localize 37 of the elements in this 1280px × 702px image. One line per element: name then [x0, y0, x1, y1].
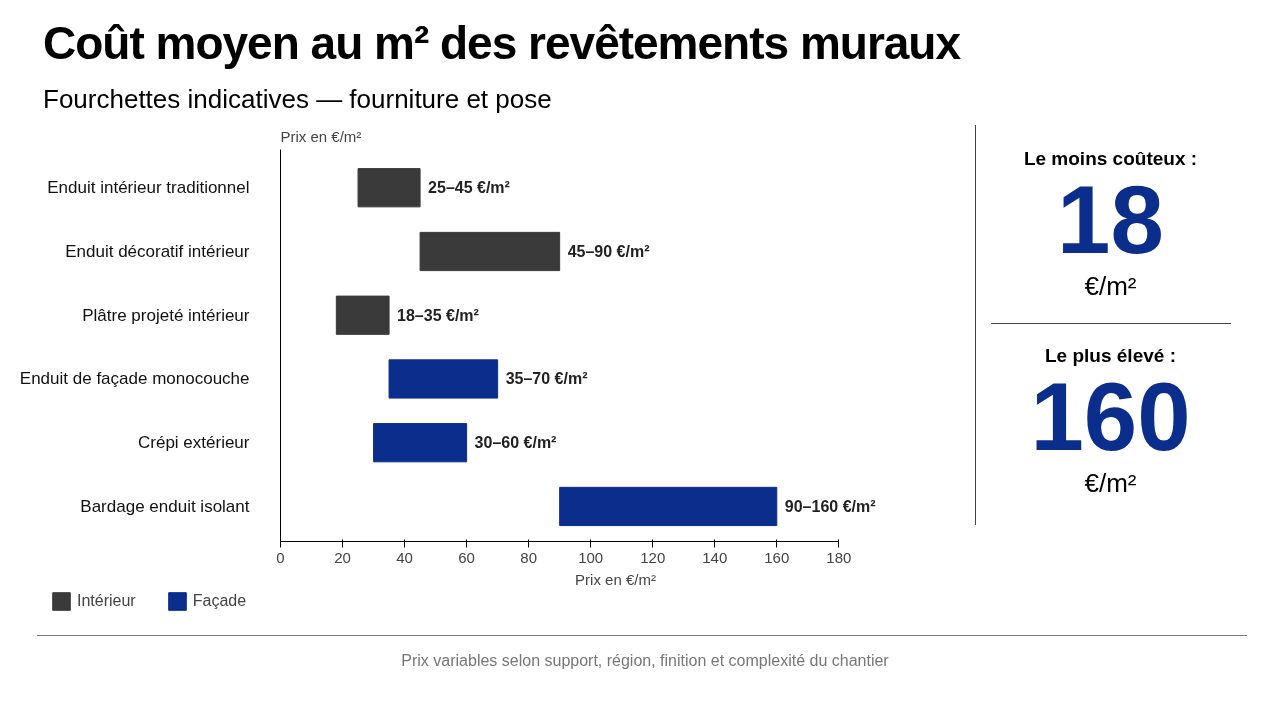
text: Prix variables selon support, région, finition et complexité du chantier — [400, 651, 890, 671]
data-label: 30–60 €/m² — [474, 434, 557, 452]
bar — [419, 231, 561, 272]
text: Le plus élevé : — [1044, 344, 1177, 369]
bar — [357, 168, 421, 208]
y-tick-label: Plâtre projeté intérieur — [82, 305, 250, 325]
x-tick-label: 100 — [578, 548, 604, 566]
x-tick-label: 0 — [276, 548, 285, 566]
text: Prix en €/m² — [280, 127, 362, 145]
text: €/m² — [1083, 467, 1138, 501]
y-tick-label: Crépi extérieur — [138, 433, 250, 453]
x-tick-label: 160 — [764, 548, 790, 566]
x-tick-label: 40 — [396, 548, 413, 566]
x-tick-label: 180 — [826, 548, 852, 566]
bar — [559, 486, 778, 527]
bar — [335, 295, 390, 335]
bar — [373, 423, 468, 463]
x-tick-label: 140 — [702, 548, 728, 566]
y-tick-label: Enduit de façade monocouche — [19, 369, 250, 389]
y-tick-label: Enduit intérieur traditionnel — [47, 178, 250, 198]
x-tick-label: 120 — [640, 548, 666, 566]
x-tick-label: 80 — [520, 548, 537, 566]
data-label: 18–35 €/m² — [397, 306, 479, 324]
y-tick-label: Bardage enduit isolant — [80, 496, 250, 516]
data-label: 25–45 €/m² — [428, 179, 510, 197]
data-label: 90–160 €/m² — [784, 497, 876, 515]
x-axis-title: Prix en €/m² — [575, 570, 656, 588]
chart-subtitle: Fourchettes indicatives — fourniture et pose — [43, 82, 553, 116]
chart-title: Coût moyen au m² des revêtements muraux — [43, 16, 961, 71]
legend-label: Façade — [192, 592, 247, 610]
legend-label: Intérieur — [77, 592, 136, 610]
bar — [388, 359, 499, 399]
x-tick-label: 20 — [334, 548, 351, 566]
x-tick-label: 60 — [458, 548, 475, 566]
data-label: 45–90 €/m² — [567, 242, 650, 260]
data-label: 35–70 €/m² — [505, 370, 588, 388]
y-tick-label: Enduit décoratif intérieur — [65, 241, 250, 261]
